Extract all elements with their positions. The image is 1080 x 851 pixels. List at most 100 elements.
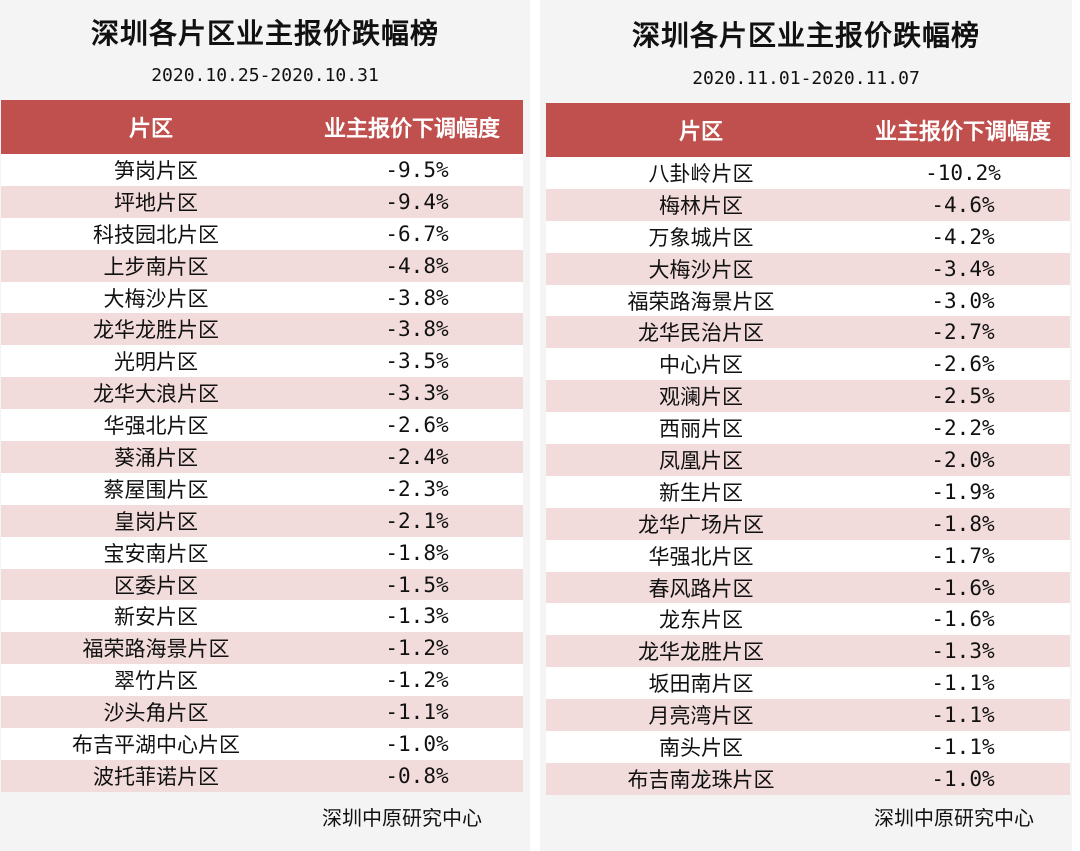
- district-name: 宝安南片区: [103, 541, 209, 566]
- district-name: 八卦岭片区: [648, 161, 754, 186]
- district-name: 万象城片区: [648, 225, 754, 250]
- right-header-decline: 业主报价下调幅度: [874, 120, 1051, 145]
- decline-value: -2.1%: [385, 508, 449, 533]
- right-ranking-panel: 深圳各片区业主报价跌幅榜 2020.11.01-2020.11.07 片区 业主…: [540, 0, 1072, 851]
- table-row: 凤凰片区 -2.0%: [546, 444, 1070, 476]
- table-row: 坂田南片区 -1.1%: [546, 667, 1070, 699]
- district-name: 华强北片区: [648, 544, 754, 569]
- decline-value: -3.0%: [931, 288, 995, 313]
- left-ranking-panel: 深圳各片区业主报价跌幅榜 2020.10.25-2020.10.31 片区 业主…: [0, 0, 530, 851]
- district-name: 梅林片区: [659, 193, 743, 218]
- decline-value: -1.0%: [385, 731, 449, 756]
- table-row: 南头片区 -1.1%: [546, 731, 1070, 763]
- decline-value: -1.9%: [931, 479, 995, 504]
- right-title: 深圳各片区业主报价跌幅榜: [631, 19, 980, 52]
- decline-value: -1.3%: [385, 604, 449, 629]
- decline-value: -2.6%: [931, 352, 995, 377]
- left-header-decline: 业主报价下调幅度: [323, 117, 500, 142]
- decline-value: -4.8%: [385, 253, 449, 278]
- district-name: 布吉平湖中心片区: [72, 732, 240, 757]
- decline-value: -1.5%: [385, 572, 449, 597]
- district-name: 上步南片区: [103, 254, 209, 279]
- decline-value: -1.1%: [931, 734, 995, 759]
- decline-value: -6.7%: [385, 221, 449, 246]
- table-row: 葵涌片区 -2.4%: [1, 441, 523, 473]
- district-name: 月亮湾片区: [648, 704, 754, 729]
- decline-value: -2.7%: [931, 320, 995, 345]
- table-row: 福荣路海景片区 -1.2%: [1, 632, 523, 665]
- decline-value: -1.1%: [931, 671, 995, 696]
- decline-value: -1.1%: [385, 700, 449, 725]
- table-row: 大梅沙片区 -3.4%: [546, 252, 1070, 285]
- district-name: 福荣路海景片区: [82, 637, 230, 662]
- district-name: 春风路片区: [648, 576, 754, 601]
- table-row: 布吉平湖中心片区 -1.0%: [1, 728, 523, 760]
- district-name: 大梅沙片区: [648, 257, 754, 282]
- decline-value: -9.5%: [385, 157, 449, 182]
- district-name: 皇岗片区: [114, 509, 198, 534]
- decline-value: -9.4%: [385, 189, 449, 214]
- right-ranking-table: 片区 业主报价下调幅度 八卦岭片区 -10.2% 梅林片区 -4.6% 万象城片区 -4.…: [546, 103, 1070, 795]
- table-row: 华强北片区 -1.7%: [546, 540, 1070, 572]
- district-name: 区委片区: [114, 573, 198, 598]
- table-row: 龙华龙胜片区 -3.8%: [1, 313, 523, 346]
- table-row: 光明片区 -3.5%: [1, 345, 523, 377]
- district-name: 龙东片区: [659, 608, 743, 633]
- district-name: 观澜片区: [659, 385, 743, 410]
- table-row: 蔡屋围片区 -2.3%: [1, 473, 523, 505]
- district-name: 大梅沙片区: [103, 286, 209, 311]
- decline-value: -1.2%: [385, 636, 449, 661]
- district-name: 坂田南片区: [648, 672, 754, 697]
- decline-value: -3.5%: [385, 349, 449, 374]
- decline-value: -1.8%: [931, 511, 995, 536]
- district-name: 翠竹片区: [114, 669, 198, 694]
- table-row: 皇岗片区 -2.1%: [1, 504, 523, 537]
- table-row: 笋岗片区 -9.5%: [1, 154, 523, 186]
- right-date-range: 2020.11.01-2020.11.07: [692, 68, 920, 89]
- decline-value: -1.3%: [931, 639, 995, 664]
- table-row: 龙华大浪片区 -3.3%: [1, 377, 523, 410]
- decline-value: -1.6%: [931, 575, 995, 600]
- district-name: 笋岗片区: [114, 158, 198, 183]
- table-row: 观澜片区 -2.5%: [546, 380, 1070, 413]
- table-row: 梅林片区 -4.6%: [546, 188, 1070, 221]
- decline-value: -1.0%: [931, 766, 995, 791]
- decline-value: -3.3%: [385, 381, 449, 406]
- table-row: 新生片区 -1.9%: [546, 476, 1070, 508]
- district-name: 新生片区: [659, 480, 743, 505]
- table-row: 中心片区 -2.6%: [546, 348, 1070, 380]
- table-row: 区委片区 -1.5%: [1, 568, 523, 601]
- decline-value: -2.4%: [385, 444, 449, 469]
- district-name: 光明片区: [114, 350, 198, 375]
- table-row: 龙华龙胜片区 -1.3%: [546, 635, 1070, 668]
- decline-value: -3.4%: [931, 256, 995, 281]
- district-name: 龙华龙胜片区: [93, 318, 219, 343]
- decline-value: -1.6%: [931, 607, 995, 632]
- left-ranking-table: 片区 业主报价下调幅度 笋岗片区 -9.5% 坪地片区 -9.4% 科技园北片区 -6.7…: [1, 100, 523, 792]
- district-name: 蔡屋围片区: [103, 477, 209, 502]
- table-row: 春风路片区 -1.6%: [546, 571, 1070, 604]
- table-row: 月亮湾片区 -1.1%: [546, 699, 1070, 732]
- left-table-header: 片区 业主报价下调幅度: [1, 100, 523, 154]
- district-name: 龙华广场片区: [638, 512, 764, 537]
- table-row: 龙华民治片区 -2.7%: [546, 316, 1070, 349]
- table-row: 波托菲诺片区 -0.8%: [1, 759, 523, 792]
- left-header-district: 片区: [128, 117, 173, 142]
- district-name: 福荣路海景片区: [627, 289, 775, 314]
- decline-value: -2.2%: [931, 416, 995, 441]
- district-name: 沙头角片区: [103, 701, 209, 726]
- table-row: 布吉南龙珠片区 -1.0%: [546, 762, 1070, 795]
- district-name: 科技园北片区: [93, 222, 219, 247]
- table-row: 西丽片区 -2.2%: [546, 412, 1070, 444]
- decline-value: -1.8%: [385, 540, 449, 565]
- decline-value: -10.2%: [925, 160, 1001, 185]
- decline-value: -1.2%: [385, 668, 449, 693]
- district-name: 新安片区: [114, 605, 198, 630]
- decline-value: -1.7%: [931, 543, 995, 568]
- table-row: 上步南片区 -4.8%: [1, 249, 523, 282]
- right-table-body: 八卦岭片区 -10.2% 梅林片区 -4.6% 万象城片区 -4.2% 大梅沙片区 -3.4%…: [546, 157, 1070, 795]
- table-row: 新安片区 -1.3%: [1, 600, 523, 632]
- table-row: 龙华广场片区 -1.8%: [546, 507, 1070, 540]
- table-row: 翠竹片区 -1.2%: [1, 664, 523, 696]
- right-source-note: 深圳中原研究中心: [874, 806, 1034, 830]
